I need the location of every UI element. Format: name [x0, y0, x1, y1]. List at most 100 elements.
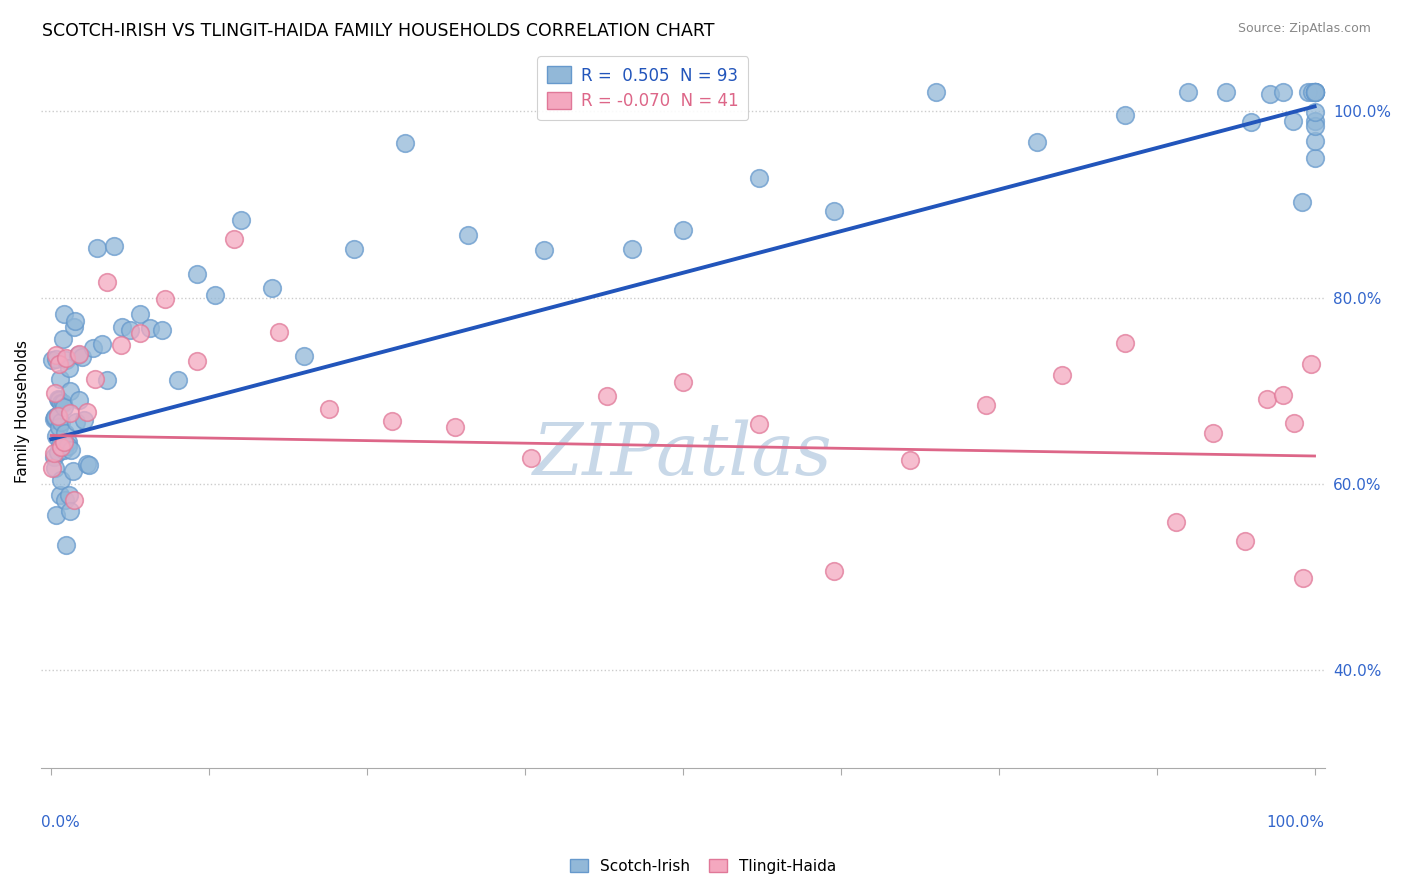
Point: [924, 86, 946, 100]
Point: [381, 414, 404, 428]
Point: [1284, 416, 1306, 430]
Point: [41, 353, 63, 368]
Point: [1303, 86, 1326, 100]
Point: [139, 320, 162, 334]
Point: [44, 461, 66, 475]
Point: [672, 375, 695, 389]
Point: [73, 413, 96, 427]
Point: [111, 320, 134, 334]
Text: Source: ZipAtlas.com: Source: ZipAtlas.com: [1237, 22, 1371, 36]
Point: [67, 347, 90, 361]
Point: [59, 503, 82, 517]
Point: [52, 307, 75, 321]
Point: [52, 400, 75, 414]
Point: [48, 357, 70, 371]
Point: [110, 338, 132, 352]
Point: [90, 337, 112, 351]
Point: [186, 267, 208, 281]
Point: [672, 223, 695, 237]
Point: [118, 323, 141, 337]
Point: [153, 292, 176, 306]
Point: [596, 389, 619, 403]
Point: [66, 348, 89, 362]
Y-axis label: Family Households: Family Households: [15, 340, 30, 483]
Point: [62, 464, 84, 478]
Point: [96, 373, 118, 387]
Point: [748, 170, 770, 185]
Point: [224, 232, 246, 246]
Point: [1114, 108, 1136, 122]
Point: [457, 228, 479, 243]
Point: [1303, 86, 1326, 100]
Point: [58, 488, 80, 502]
Point: [128, 307, 150, 321]
Text: 0.0%: 0.0%: [41, 814, 80, 830]
Point: [44, 411, 66, 425]
Point: [1303, 134, 1326, 148]
Point: [1202, 426, 1225, 441]
Point: [267, 326, 290, 340]
Point: [1234, 534, 1257, 549]
Legend: Scotch-Irish, Tlingit-Haida: Scotch-Irish, Tlingit-Haida: [564, 853, 842, 880]
Point: [42, 412, 65, 426]
Point: [229, 212, 252, 227]
Point: [52, 434, 75, 449]
Point: [70, 350, 93, 364]
Point: [44, 385, 66, 400]
Point: [1164, 515, 1187, 529]
Point: [46, 409, 69, 424]
Point: [56, 434, 79, 449]
Point: [1025, 136, 1047, 150]
Point: [48, 393, 70, 408]
Point: [52, 442, 75, 457]
Point: [1303, 86, 1326, 100]
Point: [1114, 335, 1136, 350]
Point: [444, 420, 467, 434]
Point: [1303, 104, 1326, 119]
Point: [53, 425, 76, 440]
Point: [262, 281, 284, 295]
Point: [748, 417, 770, 431]
Point: [533, 243, 555, 257]
Point: [44, 409, 66, 424]
Point: [1303, 120, 1326, 134]
Point: [292, 349, 315, 363]
Point: [1303, 86, 1326, 100]
Text: 100.0%: 100.0%: [1267, 814, 1324, 830]
Text: ZIPatlas: ZIPatlas: [533, 419, 832, 490]
Point: [1240, 115, 1263, 129]
Point: [51, 415, 73, 429]
Point: [1303, 152, 1326, 166]
Point: [1301, 86, 1323, 100]
Point: [1215, 86, 1237, 100]
Point: [59, 406, 82, 420]
Point: [96, 276, 118, 290]
Point: [166, 373, 188, 387]
Point: [1296, 86, 1319, 100]
Point: [42, 446, 65, 460]
Point: [63, 320, 86, 334]
Point: [63, 493, 86, 508]
Point: [52, 396, 75, 410]
Point: [186, 354, 208, 368]
Point: [77, 458, 100, 472]
Point: [1272, 86, 1295, 100]
Point: [51, 473, 73, 487]
Point: [42, 450, 65, 464]
Point: [318, 401, 340, 416]
Point: [1256, 392, 1278, 406]
Point: [1282, 114, 1305, 128]
Point: [45, 429, 67, 443]
Point: [1303, 86, 1326, 100]
Point: [824, 203, 846, 218]
Point: [898, 453, 921, 467]
Point: [46, 444, 69, 458]
Point: [76, 405, 98, 419]
Point: [41, 461, 63, 475]
Point: [58, 361, 80, 376]
Point: [150, 323, 173, 337]
Point: [49, 488, 72, 502]
Point: [520, 450, 543, 465]
Point: [51, 396, 73, 410]
Point: [1177, 86, 1199, 100]
